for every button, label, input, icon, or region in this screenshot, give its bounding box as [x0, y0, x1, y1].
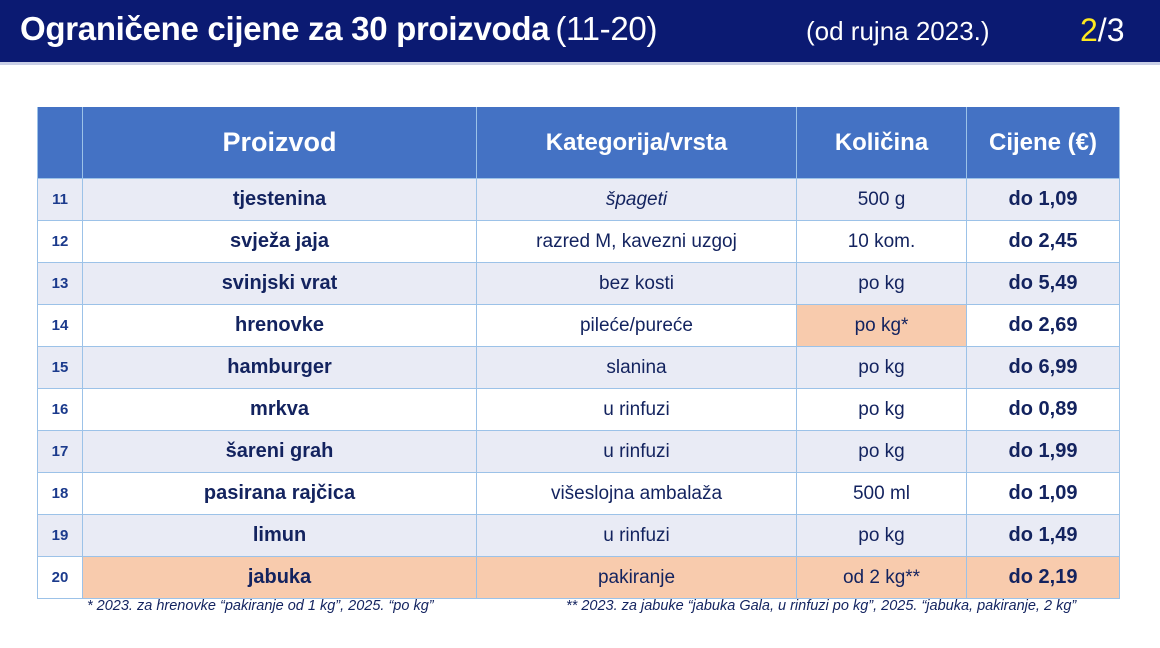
table-row: 14 hrenovke pileće/pureće po kg* do 2,69 [37, 304, 1120, 347]
row-number: 17 [37, 430, 83, 473]
table-row: 19 limun u rinfuzi po kg do 1,49 [37, 514, 1120, 557]
row-number: 16 [37, 388, 83, 431]
title-subtitle: (od rujna 2023.) [806, 16, 990, 46]
product-quantity: po kg [796, 262, 967, 305]
row-number: 20 [37, 556, 83, 599]
product-name: svježa jaja [82, 220, 477, 263]
product-category: pileće/pureće [476, 304, 797, 347]
product-category: u rinfuzi [476, 388, 797, 431]
product-quantity: po kg [796, 346, 967, 389]
product-name: tjestenina [82, 178, 477, 221]
product-name: hamburger [82, 346, 477, 389]
product-price: do 1,99 [966, 430, 1120, 473]
product-quantity-highlighted: po kg* [796, 304, 967, 347]
product-price: do 5,49 [966, 262, 1120, 305]
product-price: do 2,19 [966, 556, 1120, 599]
product-name: jabuka [82, 556, 477, 599]
product-name: limun [82, 514, 477, 557]
table-row: 17 šareni grah u rinfuzi po kg do 1,99 [37, 430, 1120, 473]
title-bar: Ograničene cijene za 30 proizvoda (11-20)… [0, 0, 1160, 65]
table-row: 11 tjestenina špageti 500 g do 1,09 [37, 178, 1120, 221]
product-name: šareni grah [82, 430, 477, 473]
table-row: 15 hamburger slanina po kg do 6,99 [37, 346, 1120, 389]
product-name: hrenovke [82, 304, 477, 347]
product-category: špageti [476, 178, 797, 221]
table-row: 12 svježa jaja razred M, kavezni uzgoj 1… [37, 220, 1120, 263]
product-category: pakiranje [476, 556, 797, 599]
product-price: do 1,09 [966, 178, 1120, 221]
row-number: 14 [37, 304, 83, 347]
product-category: razred M, kavezni uzgoj [476, 220, 797, 263]
col-header-quantity: Količina [796, 107, 967, 179]
page-title: Ograničene cijene za 30 proizvoda (11-20) [20, 10, 657, 48]
product-category: u rinfuzi [476, 430, 797, 473]
product-category: bez kosti [476, 262, 797, 305]
product-price: do 0,89 [966, 388, 1120, 431]
col-header-product: Proizvod [82, 107, 477, 179]
product-name: mrkva [82, 388, 477, 431]
title-range: (11-20) [555, 10, 658, 47]
product-quantity: po kg [796, 514, 967, 557]
product-name: pasirana rajčica [82, 472, 477, 515]
table-row: 18 pasirana rajčica višeslojna ambalaža … [37, 472, 1120, 515]
col-header-number [37, 107, 83, 179]
product-category: u rinfuzi [476, 514, 797, 557]
row-number: 13 [37, 262, 83, 305]
page-indicator: 2/3 [1080, 12, 1124, 49]
footnote-hrenovke: * 2023. za hrenovke “pakiranje od 1 kg”,… [87, 598, 434, 614]
row-number: 18 [37, 472, 83, 515]
product-quantity: od 2 kg** [796, 556, 967, 599]
product-price: do 2,45 [966, 220, 1120, 263]
col-header-category: Kategorija/vrsta [476, 107, 797, 179]
row-number: 12 [37, 220, 83, 263]
product-quantity: 500 ml [796, 472, 967, 515]
product-price: do 1,09 [966, 472, 1120, 515]
row-number: 19 [37, 514, 83, 557]
page-current: 2 [1080, 12, 1098, 48]
page-total: /3 [1097, 12, 1125, 48]
table-header-row: Proizvod Kategorija/vrsta Količina Cijen… [37, 107, 1120, 179]
footnote-jabuka: ** 2023. za jabuke “jabuka Gala, u rinfu… [566, 598, 1077, 614]
price-table: Proizvod Kategorija/vrsta Količina Cijen… [37, 107, 1120, 599]
product-quantity: po kg [796, 430, 967, 473]
product-price: do 6,99 [966, 346, 1120, 389]
product-quantity: 500 g [796, 178, 967, 221]
product-price: do 1,49 [966, 514, 1120, 557]
row-number: 15 [37, 346, 83, 389]
col-header-price: Cijene (€) [966, 107, 1120, 179]
product-quantity: 10 kom. [796, 220, 967, 263]
product-price: do 2,69 [966, 304, 1120, 347]
product-name: svinjski vrat [82, 262, 477, 305]
row-number: 11 [37, 178, 83, 221]
table-row-highlighted: 20 jabuka pakiranje od 2 kg** do 2,19 [37, 556, 1120, 599]
product-category: slanina [476, 346, 797, 389]
product-category: višeslojna ambalaža [476, 472, 797, 515]
table-row: 13 svinjski vrat bez kosti po kg do 5,49 [37, 262, 1120, 305]
table-row: 16 mrkva u rinfuzi po kg do 0,89 [37, 388, 1120, 431]
title-text: Ograničene cijene za 30 proizvoda [20, 10, 550, 47]
product-quantity: po kg [796, 388, 967, 431]
